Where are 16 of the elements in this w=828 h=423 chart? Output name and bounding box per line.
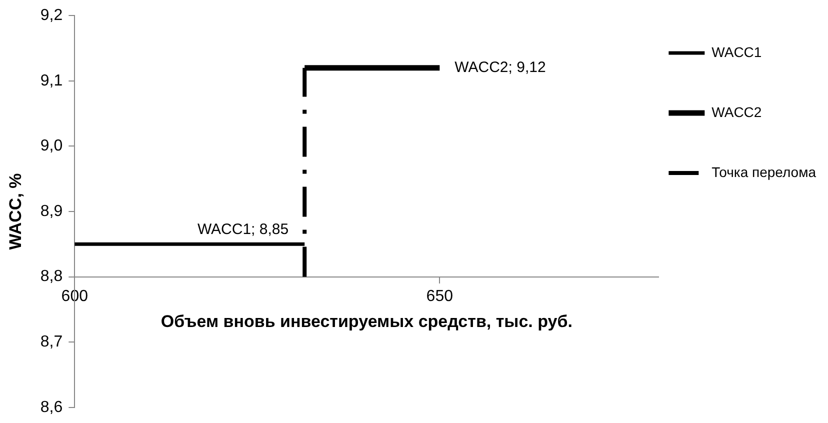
- y-tick-label: 8,9: [40, 202, 63, 220]
- legend-label: Точка перелома: [712, 164, 816, 180]
- data-label: WACC2; 9,12: [454, 58, 546, 76]
- y-tick-label: 9,1: [40, 72, 63, 90]
- y-tick-label: 8,7: [40, 334, 63, 351]
- x-tick-label: 600: [61, 288, 88, 305]
- y-tick-label: 9,0: [40, 138, 63, 155]
- x-axis-title: Объем вновь инвестируемых средств, тыс. руб.: [160, 312, 572, 331]
- y-tick-label: 8,6: [40, 398, 63, 416]
- legend-label: WACC2: [712, 104, 762, 120]
- y-axis-title: WACC, %: [6, 173, 25, 250]
- data-label: WACC1; 8,85: [197, 220, 289, 238]
- y-tick-label: 9,2: [40, 7, 63, 24]
- x-tick-label: 650: [426, 288, 454, 305]
- legend-label: WACC1: [712, 44, 762, 60]
- y-tick-label: 8,8: [40, 268, 63, 286]
